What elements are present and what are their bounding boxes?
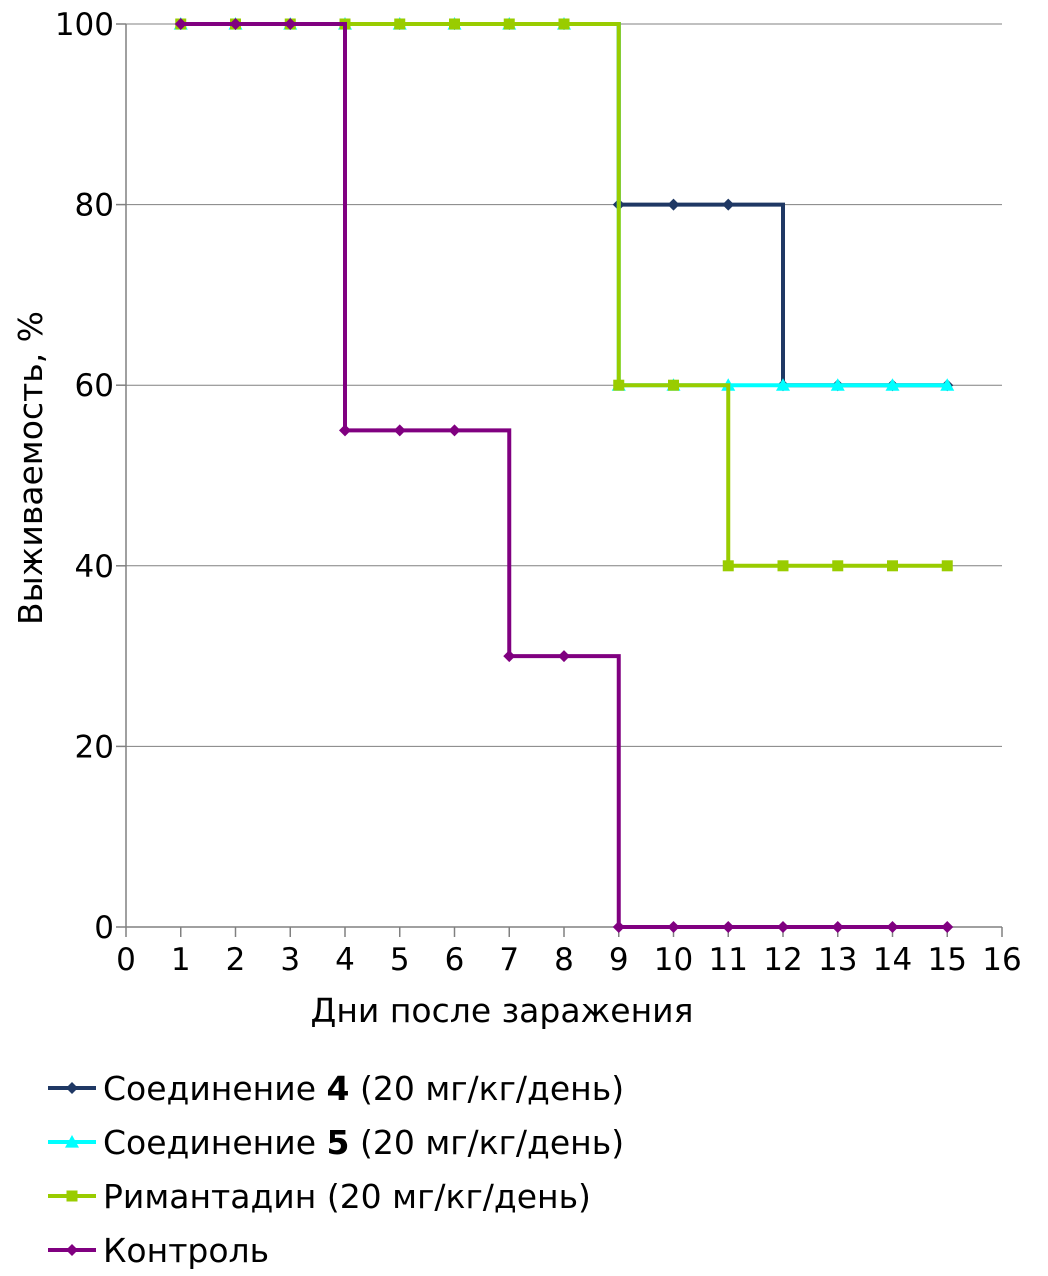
x-tick-label: 10 [654,942,693,978]
legend-item: Контроль [48,1231,269,1270]
x-tick-label: 16 [982,942,1021,978]
legend-item: Соединение 5 (20 мг/кг/день) [48,1123,624,1162]
data-point-diamond [174,18,187,30]
legend-label-part: (20 мг/кг/день) [349,1069,624,1108]
data-point-diamond [393,424,406,437]
data-point-triangle [885,378,900,391]
data-point-diamond [722,921,735,933]
x-tick-label: 15 [928,942,967,978]
data-point-diamond [339,424,351,437]
x-tick-label: 3 [280,942,300,978]
data-point-square [832,560,844,572]
legend-label-part: (20 мг/кг/день) [349,1123,624,1162]
data-point-diamond [667,921,680,933]
data-point-diamond [612,921,625,933]
data-point-square [503,18,515,30]
x-axis-label: Дни после заражения [311,991,694,1030]
data-point-square [887,560,898,572]
x-tick-label: 12 [763,942,802,978]
data-point-square [394,18,406,30]
y-tick-label: 0 [94,910,114,946]
x-tick-label: 7 [499,942,519,978]
series-group [173,17,955,933]
data-point-square [558,18,570,30]
series-2 [173,17,955,391]
y-tick-label: 60 [75,368,114,404]
data-point-diamond [284,18,297,30]
data-point-triangle [830,378,845,391]
data-point-diamond [558,650,570,663]
data-point-square [613,379,625,391]
data-point-triangle [940,378,955,391]
legend-label: Соединение 5 (20 мг/кг/день) [103,1123,624,1162]
x-tick-label: 9 [609,942,629,978]
data-point-square [66,1190,78,1202]
x-tick-label: 13 [818,942,857,978]
x-tick-label: 11 [709,942,748,978]
x-tick-label: 0 [116,942,136,978]
legend-label-part: 5 [327,1123,350,1162]
data-point-diamond [448,424,461,437]
y-tick-label: 80 [75,188,114,224]
data-point-diamond [667,198,680,211]
y-tick-label: 100 [55,7,114,43]
data-point-diamond [66,1082,78,1094]
x-tick-label: 8 [554,942,574,978]
axes [116,23,1003,937]
data-point-diamond [831,921,844,933]
data-point-square [449,18,460,30]
series-3 [175,18,953,572]
series-4 [174,18,954,933]
data-point-diamond [886,921,899,933]
y-axis-label: Выживаемость, % [11,311,50,625]
x-tick-label: 1 [171,942,191,978]
y-tick-label: 20 [75,729,114,765]
data-point-diamond [229,18,242,30]
legend-label-part: 4 [327,1069,350,1108]
legend-label: Римантадин (20 мг/кг/день) [103,1177,591,1216]
legend: Соединение 4 (20 мг/кг/день)Соединение 5… [48,1069,624,1270]
data-point-triangle [776,378,790,391]
legend-label-part: Соединение [103,1069,327,1108]
data-point-diamond [941,921,954,933]
series-line [180,22,948,929]
x-tick-label: 5 [390,942,410,978]
legend-label-part: Контроль [103,1231,269,1270]
data-point-square [722,560,734,572]
series-line [180,22,948,568]
data-point-square [941,560,953,572]
legend-label: Контроль [103,1231,269,1270]
legend-item: Соединение 4 (20 мг/кг/день) [48,1069,624,1108]
y-tick-label: 40 [75,549,114,585]
x-tick-label: 2 [226,942,246,978]
data-point-diamond [503,650,516,663]
legend-label: Соединение 4 (20 мг/кг/день) [103,1069,624,1108]
legend-label-part: Соединение [103,1123,327,1162]
legend-item: Римантадин (20 мг/кг/день) [48,1177,591,1216]
x-tick-label: 4 [335,942,355,978]
x-tick-label: 6 [445,942,465,978]
data-point-diamond [722,198,735,211]
data-point-square [668,379,679,391]
x-tick-label: 14 [873,942,912,978]
data-point-diamond [777,921,789,933]
legend-label-part: Римантадин (20 мг/кг/день) [103,1177,591,1216]
data-point-square [777,560,789,572]
data-point-triangle [65,1135,79,1148]
data-point-diamond [66,1244,78,1256]
